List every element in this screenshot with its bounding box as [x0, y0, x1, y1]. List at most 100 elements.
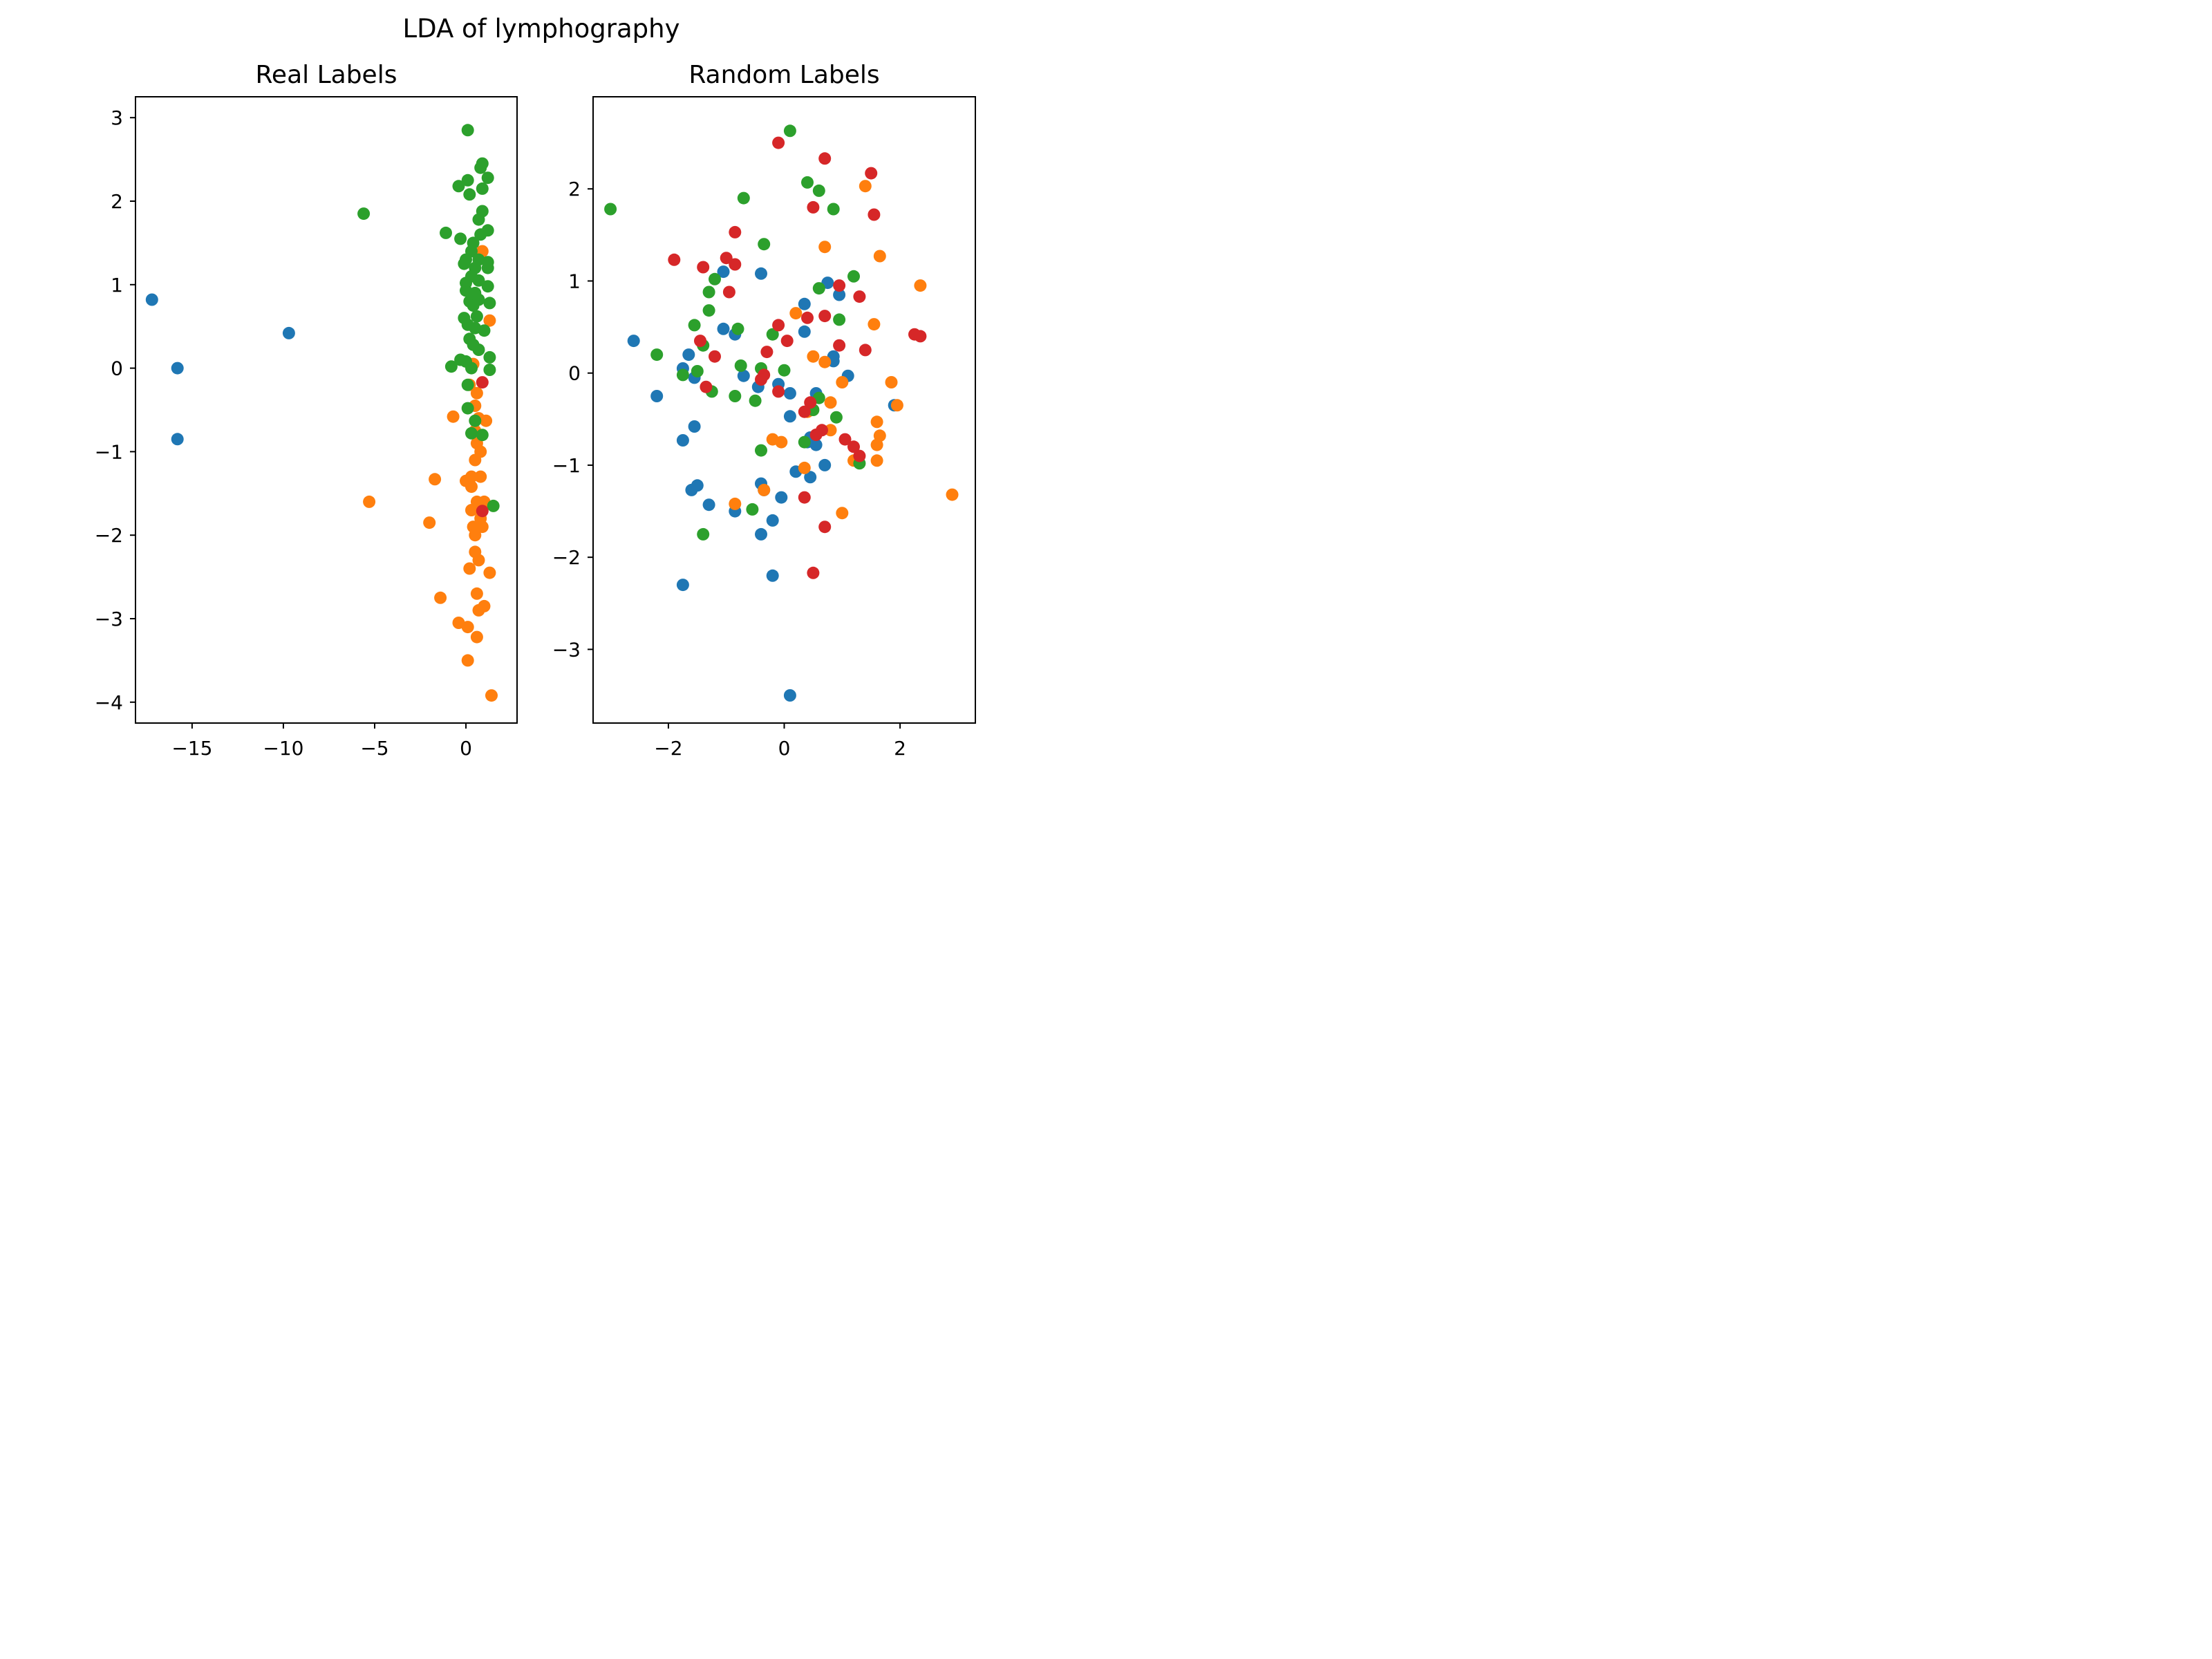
data-point — [798, 491, 811, 504]
data-point — [807, 350, 820, 363]
y-tick-label: 1 — [568, 270, 581, 292]
data-point — [801, 176, 814, 189]
data-point — [780, 335, 794, 348]
data-point — [783, 410, 796, 423]
data-point — [476, 429, 489, 442]
data-point — [827, 203, 840, 216]
data-point — [833, 313, 846, 326]
series-0 — [145, 293, 295, 446]
data-point — [454, 232, 467, 245]
data-point — [870, 438, 883, 451]
data-point — [890, 399, 903, 412]
data-point — [847, 440, 860, 453]
data-point — [914, 330, 927, 343]
y-tick-label: 3 — [111, 106, 123, 129]
data-point — [772, 385, 785, 398]
data-point — [798, 325, 811, 338]
data-point — [801, 311, 814, 324]
data-point — [465, 427, 478, 440]
data-point — [474, 228, 487, 241]
series-3 — [476, 376, 489, 518]
y-tick-label: 2 — [568, 178, 581, 200]
data-point — [465, 362, 478, 375]
data-point — [833, 288, 846, 301]
data-point — [778, 364, 791, 377]
data-point — [717, 322, 730, 335]
data-point — [758, 483, 771, 496]
data-point — [691, 365, 704, 377]
data-point — [487, 499, 500, 512]
data-point — [461, 124, 474, 137]
data-point — [444, 360, 458, 373]
data-point — [474, 161, 487, 174]
data-point — [171, 362, 184, 375]
data-point — [766, 433, 779, 446]
data-point — [434, 591, 447, 604]
series-1 — [363, 245, 498, 702]
data-point — [469, 529, 482, 542]
data-point — [865, 167, 878, 180]
data-point — [697, 527, 710, 541]
data-point — [766, 514, 779, 527]
data-point — [859, 180, 872, 193]
data-point — [717, 265, 730, 279]
data-point — [668, 253, 681, 266]
x-tick-label: −2 — [654, 737, 682, 760]
data-point — [472, 293, 485, 306]
subplot-title: Real Labels — [256, 61, 397, 89]
data-point — [702, 304, 715, 317]
data-point — [772, 319, 785, 332]
data-point — [870, 415, 883, 429]
y-tick-label: 1 — [111, 274, 123, 297]
data-point — [749, 394, 762, 407]
series-0 — [627, 265, 901, 702]
data-point — [694, 335, 706, 348]
y-tick-label: 0 — [568, 362, 581, 385]
data-point — [798, 435, 811, 449]
data-point — [804, 396, 817, 409]
data-point — [688, 420, 701, 433]
y-tick-label: 2 — [111, 190, 123, 213]
data-point — [481, 171, 494, 185]
data-point — [697, 261, 710, 274]
data-point — [914, 279, 927, 292]
data-point — [766, 569, 779, 582]
data-point — [830, 411, 843, 424]
data-point — [458, 257, 471, 270]
data-point — [463, 562, 476, 575]
series-1 — [729, 180, 959, 520]
data-point — [798, 461, 811, 474]
data-point — [483, 297, 496, 310]
data-point — [700, 380, 713, 393]
data-point — [472, 554, 485, 567]
data-point — [461, 654, 474, 667]
series-3 — [668, 136, 927, 579]
data-point — [478, 324, 491, 337]
data-point — [868, 318, 881, 331]
data-point — [476, 505, 489, 518]
data-point — [772, 136, 785, 149]
data-point — [755, 373, 767, 386]
data-point — [461, 378, 474, 391]
data-point — [798, 297, 811, 310]
data-point — [470, 587, 483, 600]
data-point — [476, 521, 489, 534]
data-point — [702, 498, 715, 512]
data-point — [818, 241, 832, 254]
y-tick-label: 0 — [111, 357, 123, 380]
data-point — [758, 238, 771, 251]
data-point — [676, 368, 689, 382]
data-point — [729, 390, 742, 402]
data-point — [682, 348, 695, 362]
series-2 — [604, 124, 866, 541]
data-point — [470, 630, 483, 644]
data-point — [818, 521, 832, 534]
data-point — [853, 449, 866, 462]
data-point — [807, 200, 820, 214]
data-point — [483, 364, 496, 376]
data-point — [440, 226, 452, 239]
x-tick-label: 2 — [894, 737, 906, 760]
y-tick-label: −3 — [552, 638, 581, 661]
x-tick-label: 0 — [460, 737, 472, 760]
